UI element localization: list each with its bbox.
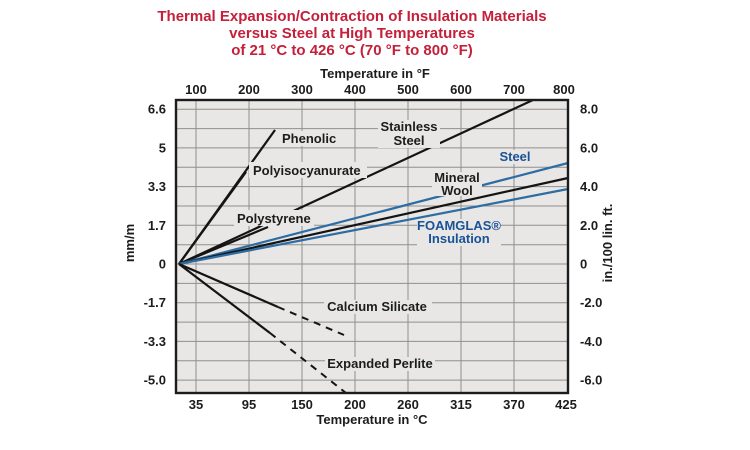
tick-label-mm: -5.0: [144, 373, 166, 388]
plot-area: [176, 100, 568, 393]
tick-label-in: 4.0: [580, 179, 598, 194]
top-axis-title: Temperature in °F: [320, 66, 430, 81]
left-axis-title: mm/m: [122, 224, 137, 262]
tick-label-mm: 1.7: [148, 218, 166, 233]
tick-label-c: 315: [450, 397, 472, 412]
expanded-perlite-line-dashed: [269, 332, 347, 394]
chart-title-line3: of 21 °C to 426 °C (70 °F to 800 °F): [231, 42, 473, 59]
steel-line: [178, 161, 569, 266]
tick-label-c: 150: [291, 397, 313, 412]
tick-label-mm: 0: [159, 257, 166, 272]
polystyrene-line: [178, 225, 269, 266]
expanded-perlite-line-solid: [178, 263, 271, 334]
tick-label-in: 2.0: [580, 218, 598, 233]
stainless-steel-label-line1: Stainless: [380, 119, 437, 134]
tick-label-mm: 5: [159, 140, 166, 155]
tick-label-c: 370: [503, 397, 525, 412]
series-labels: Phenolic Polyisocyanurate Polystyrene St…: [237, 119, 531, 371]
mm-per-m-tick-labels: 6.6 5 3.3 1.7 0 -1.7 -3.3 -5.0: [144, 102, 166, 388]
tick-label-f: 800: [553, 82, 575, 97]
chart-title-line1: Thermal Expansion/Contraction of Insulat…: [157, 8, 547, 25]
celsius-tick-labels: 35 95 150 200 260 315 370 425: [189, 397, 577, 412]
tick-label-f: 100: [185, 82, 207, 97]
steel-label: Steel: [499, 149, 530, 164]
foamglas-label-line2: Insulation: [428, 231, 489, 246]
calcium-silicate-label: Calcium Silicate: [327, 299, 427, 314]
right-axis-title: in./100 lin. ft.: [600, 204, 615, 283]
in-per-100ft-tick-labels: 8.0 6.0 4.0 2.0 0 -2.0 -4.0 -6.0: [580, 102, 602, 388]
series-label-backgrounds: [234, 120, 535, 371]
calcium-silicate-line-solid: [178, 262, 279, 309]
tick-label-in: -2.0: [580, 295, 602, 310]
tick-label-in: -4.0: [580, 334, 602, 349]
tick-label-c: 95: [242, 397, 256, 412]
tick-label-in: 0: [580, 257, 587, 272]
bottom-axis-title: Temperature in °C: [316, 412, 428, 427]
tick-label-mm: -3.3: [144, 334, 166, 349]
tick-label-f: 500: [397, 82, 419, 97]
stainless-steel-line: [178, 99, 534, 265]
tick-label-c: 425: [555, 397, 577, 412]
tick-label-f: 400: [344, 82, 366, 97]
tick-label-f: 700: [503, 82, 525, 97]
tick-label-f: 300: [291, 82, 313, 97]
chart-title: Thermal Expansion/Contraction of Insulat…: [132, 8, 572, 59]
plot-border: [174, 98, 570, 395]
foamglas-label-line1: FOAMGLAS®: [417, 218, 501, 233]
series-lines: [178, 99, 569, 394]
tick-label-in: 8.0: [580, 102, 598, 117]
tick-label-c: 35: [189, 397, 203, 412]
tick-label-c: 260: [397, 397, 419, 412]
phenolic-label: Phenolic: [282, 131, 336, 146]
polyisocyanurate-label: Polyisocyanurate: [253, 163, 361, 178]
polyisocyanurate-line: [178, 171, 247, 265]
mineral-wool-line: [178, 176, 569, 266]
tick-label-f: 600: [450, 82, 472, 97]
fahrenheit-tick-labels: 100 200 300 400 500 600 700 800: [185, 82, 575, 97]
tick-label-in: 6.0: [580, 140, 598, 155]
mineral-wool-label-line2: Wool: [441, 183, 473, 198]
chart-title-line2: versus Steel at High Temperatures: [229, 25, 475, 42]
tick-label-c: 200: [344, 397, 366, 412]
tick-label-mm: 6.6: [148, 102, 166, 117]
tick-label-mm: -1.7: [144, 295, 166, 310]
tick-label-mm: 3.3: [148, 179, 166, 194]
polystyrene-label: Polystyrene: [237, 211, 311, 226]
tick-label-f: 200: [238, 82, 260, 97]
tick-label-in: -6.0: [580, 373, 602, 388]
expanded-perlite-label: Expanded Perlite: [327, 356, 432, 371]
foamglas-line: [178, 187, 569, 266]
mineral-wool-label-line1: Mineral: [434, 170, 480, 185]
stainless-steel-label-line2: Steel: [393, 133, 424, 148]
